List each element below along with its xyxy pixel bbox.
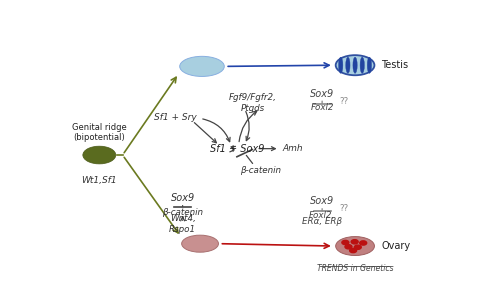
Text: Fgf9/Fgfr2,
Ptgds: Fgf9/Fgfr2, Ptgds [228, 93, 276, 113]
Ellipse shape [360, 57, 364, 73]
Text: Foxl2,: Foxl2, [309, 211, 335, 220]
Text: ??: ?? [340, 97, 349, 106]
Text: ERα, ERβ: ERα, ERβ [302, 217, 342, 226]
Ellipse shape [336, 55, 374, 75]
Text: β-catenin: β-catenin [240, 166, 281, 175]
Ellipse shape [346, 57, 350, 73]
Ellipse shape [336, 237, 374, 255]
Ellipse shape [353, 57, 357, 73]
Circle shape [342, 240, 349, 245]
Text: ??: ?? [340, 204, 349, 213]
Text: TRENDS in Genetics: TRENDS in Genetics [317, 263, 394, 273]
Text: Ovary: Ovary [381, 241, 410, 251]
Text: Wt1,Sf1: Wt1,Sf1 [82, 176, 117, 185]
Circle shape [351, 240, 358, 244]
Text: Sox9: Sox9 [170, 193, 195, 203]
Circle shape [350, 248, 356, 253]
Text: Amh: Amh [282, 144, 303, 153]
Text: Testis: Testis [381, 60, 408, 70]
Text: Sox9: Sox9 [310, 196, 334, 206]
Text: β-catenin: β-catenin [162, 208, 203, 217]
Text: Wnt4,
Rspo1: Wnt4, Rspo1 [169, 214, 196, 234]
Text: Genital ridge
(bipotential): Genital ridge (bipotential) [72, 123, 126, 142]
Circle shape [345, 245, 352, 249]
Circle shape [354, 245, 362, 249]
Ellipse shape [83, 146, 116, 164]
Circle shape [360, 241, 366, 245]
Ellipse shape [338, 57, 343, 73]
Text: Sf1 + Sox9: Sf1 + Sox9 [210, 144, 264, 154]
Ellipse shape [182, 235, 218, 252]
Text: Foxl2: Foxl2 [310, 103, 334, 112]
Ellipse shape [368, 57, 372, 73]
Text: Sf1 + Sry: Sf1 + Sry [154, 113, 196, 122]
Ellipse shape [180, 56, 224, 76]
Text: Sox9: Sox9 [310, 89, 334, 99]
